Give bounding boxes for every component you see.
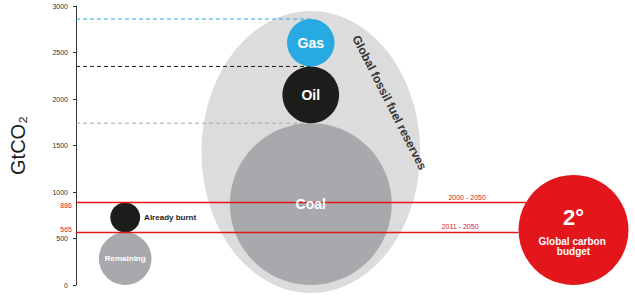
svg-text:2011 - 2050: 2011 - 2050 [442,223,479,230]
svg-text:2000 - 2050: 2000 - 2050 [448,194,485,201]
svg-text:2500: 2500 [52,49,68,56]
svg-text:3000: 3000 [52,3,68,10]
svg-text:886: 886 [60,202,72,209]
svg-text:Remaining: Remaining [105,254,146,263]
svg-text:2000: 2000 [52,96,68,103]
svg-text:1500: 1500 [52,142,68,149]
svg-text:GtCO₂: GtCO₂ [7,116,29,175]
svg-text:2°: 2° [563,205,584,230]
svg-text:Oil: Oil [301,87,320,103]
svg-text:565: 565 [60,226,72,233]
svg-text:Already burnt: Already burnt [144,213,196,222]
svg-text:Gas: Gas [298,35,325,51]
svg-text:Global carbon: Global carbon [538,235,609,247]
svg-text:0: 0 [64,282,68,289]
svg-text:1000: 1000 [52,189,68,196]
svg-text:Global fossil fuel reserves: Global fossil fuel reserves [349,33,429,173]
svg-text:budget: budget [557,246,591,257]
svg-text:Coal: Coal [296,196,326,212]
svg-text:500: 500 [56,235,68,242]
